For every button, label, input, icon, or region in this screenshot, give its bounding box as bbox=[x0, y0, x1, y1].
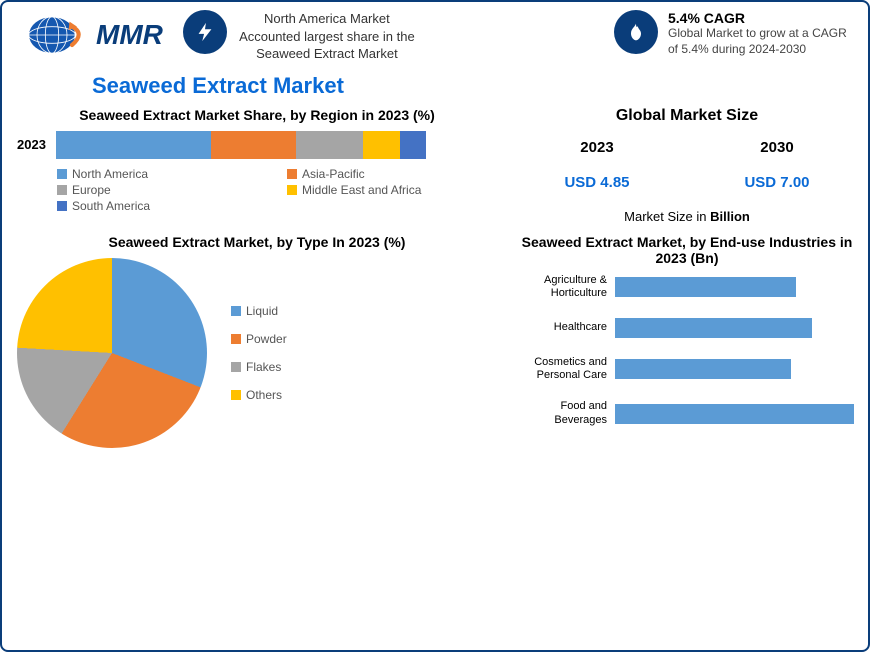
hbar-label: Food and Beverages bbox=[507, 400, 607, 426]
legend-item: Asia-Pacific bbox=[287, 167, 497, 181]
legend-item: North America bbox=[57, 167, 267, 181]
bolt-icon bbox=[183, 10, 227, 54]
legend-swatch bbox=[231, 334, 241, 344]
hbar-track bbox=[615, 318, 867, 338]
hbar-track bbox=[615, 404, 867, 424]
pie-legend: Liquid Powder Flakes Others bbox=[231, 304, 287, 402]
region-stacked-bar bbox=[56, 131, 426, 159]
legend-item: Liquid bbox=[231, 304, 287, 318]
hbar-track bbox=[615, 359, 867, 379]
legend-label: Middle East and Africa bbox=[302, 183, 421, 197]
region-legend: North America Asia-Pacific Europe Middle Ea… bbox=[57, 167, 497, 213]
hbar-row: Healthcare bbox=[507, 318, 867, 338]
legend-item: Powder bbox=[231, 332, 287, 346]
hbar-fill bbox=[615, 318, 812, 338]
flame-icon bbox=[614, 10, 658, 54]
cagr-callout: 5.4% CAGR Global Market to grow at a CAG… bbox=[614, 10, 848, 57]
legend-label: Flakes bbox=[246, 360, 281, 374]
gms-year-1: 2030 bbox=[744, 139, 809, 156]
legend-label: South America bbox=[72, 199, 150, 213]
page-title: Seaweed Extract Market bbox=[2, 73, 868, 99]
hbar-track bbox=[615, 277, 867, 297]
legend-label: Others bbox=[246, 388, 282, 402]
legend-item: South America bbox=[57, 199, 267, 213]
hbar-row: Cosmetics and Personal Care bbox=[507, 356, 867, 382]
pie-graphic bbox=[17, 258, 207, 448]
legend-swatch bbox=[57, 169, 67, 179]
pie-title: Seaweed Extract Market, by Type In 2023 … bbox=[17, 234, 497, 250]
hbar-fill bbox=[615, 277, 796, 297]
region-seg-middle-east-and-africa bbox=[363, 131, 400, 159]
region-share-chart: Seaweed Extract Market Share, by Region … bbox=[17, 107, 497, 224]
type-pie-chart: Seaweed Extract Market, by Type In 2023 … bbox=[17, 234, 497, 448]
region-chart-title: Seaweed Extract Market Share, by Region … bbox=[17, 107, 497, 123]
globe-icon bbox=[22, 10, 92, 60]
global-size-title: Global Market Size bbox=[507, 107, 867, 125]
legend-swatch bbox=[231, 306, 241, 316]
legend-swatch bbox=[287, 169, 297, 179]
global-size-panel: Global Market Size 2023 USD 4.85 2030 US… bbox=[507, 107, 867, 224]
legend-swatch bbox=[287, 185, 297, 195]
hbar-fill bbox=[615, 404, 854, 424]
hbar-row: Agriculture & Horticulture bbox=[507, 274, 867, 300]
gms-caption: Market Size in Billion bbox=[507, 209, 867, 224]
region-year-label: 2023 bbox=[17, 137, 46, 152]
region-seg-asia-pacific bbox=[211, 131, 296, 159]
gms-year-0: 2023 bbox=[564, 139, 629, 156]
region-leader-callout: North America Market Accounted largest s… bbox=[183, 10, 594, 63]
hbar-label: Healthcare bbox=[507, 321, 607, 334]
hbar-row: Food and Beverages bbox=[507, 400, 867, 426]
region-leader-text: North America Market Accounted largest s… bbox=[237, 10, 417, 63]
region-seg-south-america bbox=[400, 131, 426, 159]
cagr-title: 5.4% CAGR bbox=[668, 10, 848, 26]
hbar-fill bbox=[615, 359, 791, 379]
legend-label: Liquid bbox=[246, 304, 278, 318]
region-seg-europe bbox=[296, 131, 363, 159]
legend-label: Asia-Pacific bbox=[302, 167, 365, 181]
enduse-title: Seaweed Extract Market, by End-use Indus… bbox=[507, 234, 867, 266]
enduse-bar-chart: Seaweed Extract Market, by End-use Indus… bbox=[507, 234, 867, 448]
cagr-text: Global Market to grow at a CAGR of 5.4% … bbox=[668, 26, 848, 57]
legend-swatch bbox=[231, 362, 241, 372]
legend-item: Europe bbox=[57, 183, 267, 197]
legend-swatch bbox=[231, 390, 241, 400]
gms-caption-prefix: Market Size in bbox=[624, 209, 710, 224]
logo: MMR bbox=[22, 10, 163, 60]
gms-val-0: USD 4.85 bbox=[564, 174, 629, 191]
legend-label: Europe bbox=[72, 183, 111, 197]
legend-swatch bbox=[57, 185, 67, 195]
hbar-label: Cosmetics and Personal Care bbox=[507, 356, 607, 382]
legend-label: North America bbox=[72, 167, 148, 181]
enduse-bars: Agriculture & Horticulture Healthcare Cosm… bbox=[507, 274, 867, 427]
hbar-label: Agriculture & Horticulture bbox=[507, 274, 607, 300]
legend-item: Flakes bbox=[231, 360, 287, 374]
region-seg-north-america bbox=[56, 131, 211, 159]
gms-caption-bold: Billion bbox=[710, 209, 750, 224]
legend-swatch bbox=[57, 201, 67, 211]
legend-item: Middle East and Africa bbox=[287, 183, 497, 197]
legend-label: Powder bbox=[246, 332, 287, 346]
logo-text: MMR bbox=[96, 19, 163, 51]
gms-val-1: USD 7.00 bbox=[744, 174, 809, 191]
legend-item: Others bbox=[231, 388, 287, 402]
